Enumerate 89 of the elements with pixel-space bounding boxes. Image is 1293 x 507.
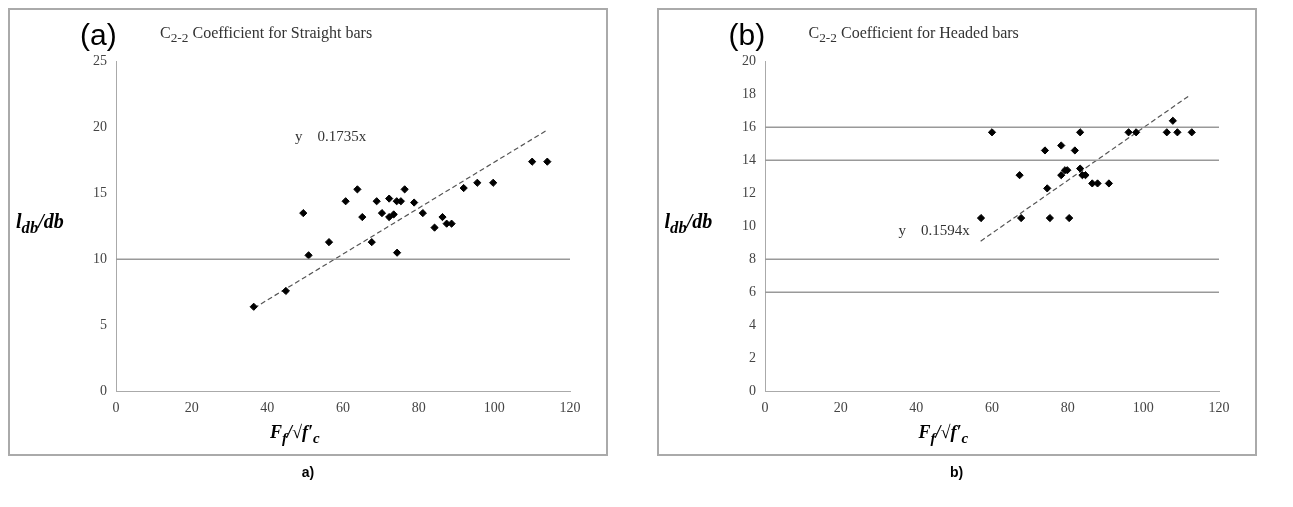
point [358, 212, 367, 222]
point [1040, 146, 1049, 155]
point [372, 197, 381, 206]
y-tick-label: 14 [741, 152, 756, 168]
text: (a) [80, 18, 117, 52]
point [1104, 179, 1113, 188]
point [400, 185, 409, 194]
point [1075, 128, 1084, 137]
point [1187, 128, 1196, 137]
text: (b) [728, 18, 766, 52]
point [341, 197, 350, 206]
x-axis-title: F$_{f}$/√f′$_{c}$ [270, 422, 320, 447]
point [353, 185, 362, 194]
point [528, 157, 537, 166]
point [377, 209, 387, 218]
y-axis-title: l$_{db}$/db [16, 210, 64, 238]
point [543, 157, 552, 166]
point [367, 238, 376, 247]
y-tick-label: 15 [93, 184, 107, 200]
x-tick-label: 100 [1132, 400, 1154, 416]
y-tick-label: 4 [748, 316, 756, 332]
y-tick-label: 2 [748, 349, 756, 365]
point [1087, 179, 1096, 188]
point [459, 183, 468, 193]
x-tick-label: 80 [411, 400, 426, 416]
point [304, 251, 313, 260]
point [281, 286, 290, 296]
y-tick-label: 20 [741, 53, 756, 69]
y-tick-label: 18 [741, 86, 756, 102]
y-tick-label: 5 [100, 316, 107, 332]
x-tick-label: 60 [984, 400, 999, 416]
point [987, 128, 996, 137]
annotation: y 0.1594x [898, 222, 970, 239]
text: a) [300, 464, 316, 480]
x-tick-label: 80 [1060, 400, 1075, 416]
point [1123, 128, 1133, 137]
point [1162, 128, 1171, 137]
point [385, 194, 394, 203]
point [1016, 213, 1025, 223]
y-tick-label: 0 [748, 382, 756, 398]
point [393, 248, 402, 257]
y-tick-label: 16 [741, 119, 756, 135]
y-tick-label: 6 [748, 283, 756, 299]
x-tick-label: 120 [1208, 400, 1229, 416]
point [1042, 184, 1051, 193]
x-tick-label: 40 [908, 400, 923, 416]
point [447, 219, 456, 228]
x-tick-label: 0 [112, 400, 120, 416]
point [489, 178, 498, 187]
y-tick-label: 10 [93, 250, 107, 266]
x-tick-label: 0 [761, 400, 768, 416]
x-tick-label: 60 [336, 400, 350, 416]
y-tick-label: 10 [741, 217, 756, 233]
point [1056, 171, 1065, 180]
point [1131, 128, 1140, 137]
y-tick-label: 20 [93, 119, 107, 135]
point [249, 302, 258, 311]
point [1056, 141, 1065, 150]
text: b) [948, 464, 965, 480]
point [418, 209, 427, 218]
point [438, 212, 447, 222]
point [976, 213, 985, 223]
point [430, 223, 439, 232]
point [1075, 164, 1084, 173]
x-tick-label: 120 [559, 400, 581, 416]
x-tick-label: 40 [260, 400, 275, 416]
x-tick-label: 100 [483, 400, 505, 416]
point [299, 209, 308, 218]
y-tick-label: 12 [741, 184, 756, 200]
point [324, 238, 334, 247]
point [1168, 116, 1177, 125]
y-axis-title: l$_{db}$/db [664, 210, 713, 238]
point [1015, 171, 1024, 180]
x-tick-label: 20 [833, 400, 848, 416]
chart-title: C$_{2-2}$ Coefficient for Straight bars [160, 24, 373, 47]
point [389, 210, 398, 219]
chart-title: C$_{2-2}$ Coefficient for Headed bars [808, 24, 1019, 47]
x-tick-label: 20 [184, 400, 199, 416]
point [1045, 213, 1054, 223]
point [410, 198, 419, 207]
point [1070, 146, 1079, 155]
y-tick-label: 0 [100, 382, 107, 398]
point [473, 178, 482, 187]
y-tick-label: 25 [93, 53, 107, 69]
annotation: y 0.1735x [295, 128, 367, 145]
y-tick-label: 8 [748, 250, 756, 266]
x-axis-title: F$_{f}$/√f′$_{c}$ [918, 422, 969, 447]
point [1172, 128, 1181, 137]
point [1064, 213, 1073, 223]
